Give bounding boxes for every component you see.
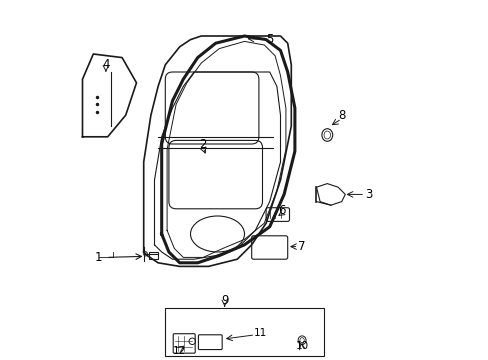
Text: 6: 6 [278, 204, 285, 217]
Bar [149, 252, 158, 259]
Text: 10: 10 [295, 341, 308, 351]
Text: 3: 3 [364, 188, 372, 201]
Text: 12: 12 [173, 346, 186, 356]
Text: 4: 4 [102, 58, 109, 71]
Text: 1: 1 [95, 251, 102, 264]
Text: 7: 7 [298, 240, 305, 253]
Text: 5: 5 [265, 33, 273, 46]
Text: 11: 11 [253, 328, 266, 338]
Bar [165, 308, 323, 356]
Text: 8: 8 [337, 109, 345, 122]
Text: 2: 2 [199, 138, 206, 150]
Polygon shape [316, 184, 345, 205]
Text: 9: 9 [221, 294, 228, 307]
